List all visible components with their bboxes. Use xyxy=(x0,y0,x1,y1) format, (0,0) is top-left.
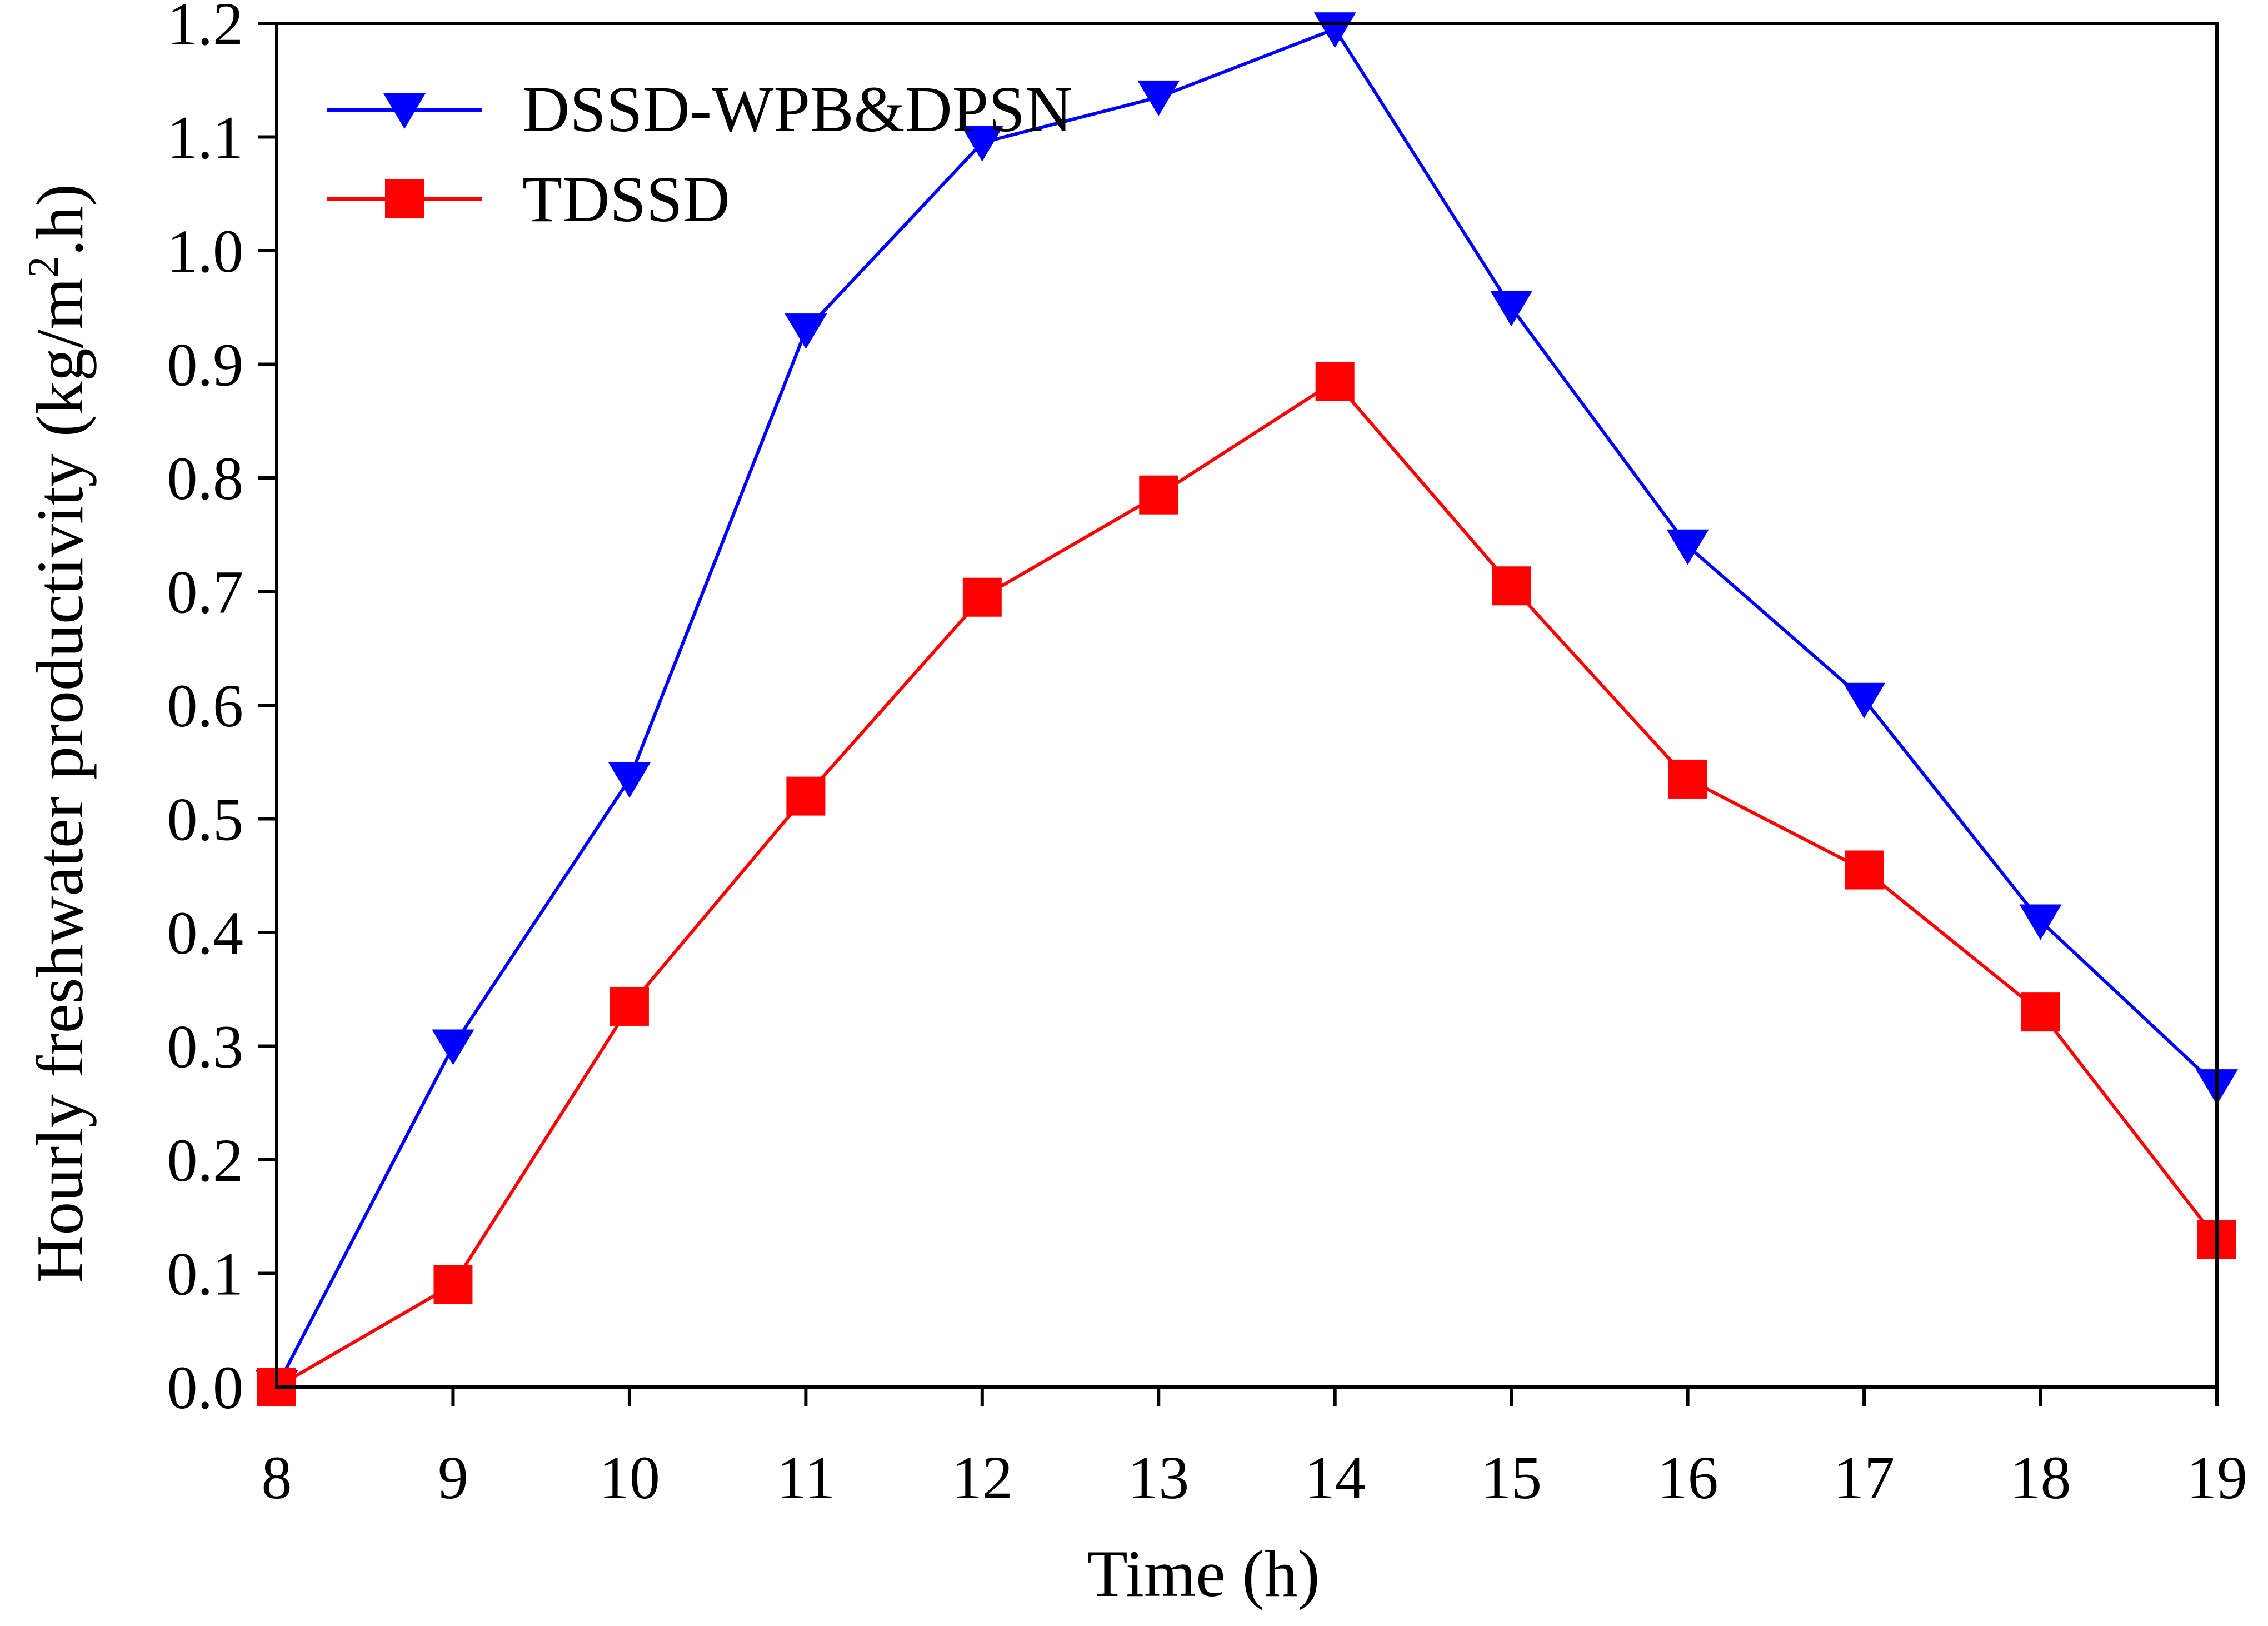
x-tick-label: 16 xyxy=(1657,1444,1719,1512)
data-point-tdssd xyxy=(1845,850,1884,890)
x-tick-label: 8 xyxy=(262,1444,292,1512)
y-tick-label: 0.7 xyxy=(167,558,244,626)
y-tick-label: 1.0 xyxy=(167,217,244,285)
data-point-tdssd xyxy=(1139,475,1178,515)
legend-marker-triangle-down xyxy=(383,93,426,129)
series-line-tdssd xyxy=(276,380,2219,1389)
y-tick-label: 0.0 xyxy=(167,1354,244,1421)
x-tick-label: 10 xyxy=(599,1444,660,1512)
data-point-dssd xyxy=(961,126,1003,162)
legend-marker-square xyxy=(385,179,424,218)
x-tick-label: 14 xyxy=(1305,1444,1366,1512)
y-tick-label: 0.5 xyxy=(167,786,244,854)
data-point-tdssd xyxy=(1492,566,1531,606)
data-point-tdssd xyxy=(433,1265,473,1304)
data-point-tdssd xyxy=(610,986,649,1026)
data-point-dssd xyxy=(1843,682,1886,719)
y-axis-title-main: Hourly freshwater productivity (kg/m xyxy=(23,278,97,1284)
x-tick-label: 9 xyxy=(438,1444,468,1512)
y-axis-title-tail: .h) xyxy=(23,184,97,256)
x-tick-label: 19 xyxy=(2186,1444,2247,1512)
legend: DSSD-WPB&DPSN TDSSD xyxy=(327,73,1072,236)
data-point-dssd xyxy=(1137,80,1180,116)
x-tick-label: 12 xyxy=(952,1444,1013,1512)
y-axis-title: Hourly freshwater productivity (kg/m2.h) xyxy=(19,184,97,1284)
data-point-dssd xyxy=(1490,291,1533,327)
x-tick-label: 13 xyxy=(1128,1444,1189,1512)
legend-label-tdssd: TDSSD xyxy=(522,163,730,236)
y-tick-label: 0.2 xyxy=(167,1126,244,1194)
y-axis-title-superscript: 2 xyxy=(19,256,67,278)
legend-label-dssd: DSSD-WPB&DPSN xyxy=(522,73,1072,146)
data-point-tdssd xyxy=(1315,362,1355,401)
data-point-tdssd xyxy=(786,776,826,816)
data-point-dssd xyxy=(785,313,827,350)
y-axis-ticks: 0.0 0.1 0.2 0.3 0.4 0.5 0.6 0.7 0.8 0.9 1.0 1.1 1.2 xyxy=(167,0,277,1421)
data-point-dssd xyxy=(432,1029,474,1065)
data-point-dssd xyxy=(608,762,651,798)
y-tick-label: 0.3 xyxy=(167,1013,244,1081)
y-tick-label: 0.6 xyxy=(167,672,244,740)
data-point-tdssd xyxy=(2021,992,2060,1032)
x-tick-label: 17 xyxy=(1834,1444,1895,1512)
x-axis-title: Time (h) xyxy=(1087,1537,1320,1610)
y-tick-label: 0.8 xyxy=(167,445,244,512)
y-tick-label: 1.2 xyxy=(167,0,244,58)
x-tick-label: 18 xyxy=(2010,1444,2071,1512)
data-point-tdssd xyxy=(1668,759,1707,799)
x-axis-ticks: 8 9 10 11 12 13 14 15 16 17 18 19 xyxy=(262,1387,2247,1512)
data-point-dssd xyxy=(1313,12,1356,48)
data-point-dssd xyxy=(2019,904,2062,940)
data-point-dssd xyxy=(1666,529,1709,565)
y-tick-label: 0.1 xyxy=(167,1240,244,1308)
series-line-dssd xyxy=(275,27,2219,1388)
x-tick-label: 11 xyxy=(776,1444,835,1512)
y-tick-label: 0.4 xyxy=(167,899,244,967)
y-tick-label: 1.1 xyxy=(167,104,244,172)
plot-frame xyxy=(275,22,2219,1389)
y-tick-label: 0.9 xyxy=(167,331,244,399)
x-tick-label: 15 xyxy=(1481,1444,1542,1512)
data-point-tdssd xyxy=(962,577,1002,617)
